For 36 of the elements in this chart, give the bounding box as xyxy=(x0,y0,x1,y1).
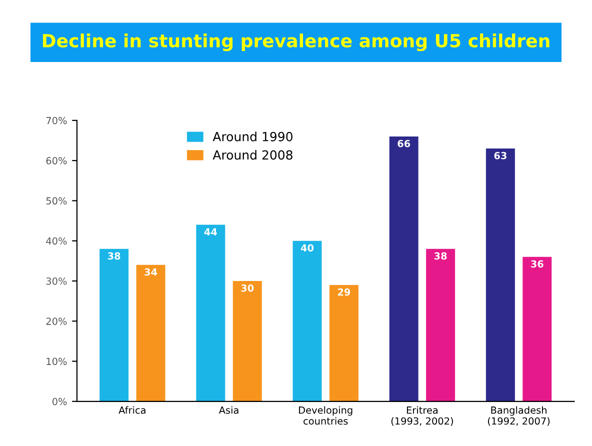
x-tick-label: Asia xyxy=(218,406,238,414)
x-tick-label: Eritrea (1993, 2002) xyxy=(391,406,453,426)
bar xyxy=(232,280,262,402)
bar xyxy=(486,148,515,402)
y-tick-label: 30% xyxy=(46,277,67,285)
y-tick-label: 40% xyxy=(46,237,67,245)
bar xyxy=(136,264,166,402)
bar xyxy=(100,248,129,402)
bar xyxy=(522,256,552,402)
data-label: 66 xyxy=(398,140,410,148)
bar xyxy=(329,284,358,402)
x-tick-label: Developing countries xyxy=(299,406,352,425)
y-tick-label: 70% xyxy=(46,116,67,124)
data-label: 29 xyxy=(338,288,350,296)
legend-label: Around 2008 xyxy=(212,150,292,160)
data-label: 38 xyxy=(434,252,447,260)
y-tick-label: 10% xyxy=(46,358,67,366)
bar xyxy=(292,240,322,402)
data-label: 36 xyxy=(531,260,544,268)
data-label: 38 xyxy=(108,252,120,260)
bar xyxy=(389,136,418,402)
chart-title: Decline in stunting prevalence among U5 children xyxy=(42,34,550,52)
y-tick-label: 0% xyxy=(52,398,67,406)
data-label: 63 xyxy=(494,152,506,160)
legend-label: Around 1990 xyxy=(212,132,292,142)
data-label: 34 xyxy=(144,268,158,276)
y-tick-label: 60% xyxy=(46,157,67,164)
data-label: 40 xyxy=(300,244,314,252)
bar xyxy=(426,248,456,402)
x-tick-label: Bangladesh (1992, 2007) xyxy=(488,406,550,426)
data-label: 44 xyxy=(204,228,217,236)
data-label: 30 xyxy=(241,284,254,292)
y-tick-label: 20% xyxy=(46,318,67,325)
bar xyxy=(196,224,226,402)
y-tick-label: 50% xyxy=(46,197,67,205)
x-tick-label: Africa xyxy=(118,406,146,414)
